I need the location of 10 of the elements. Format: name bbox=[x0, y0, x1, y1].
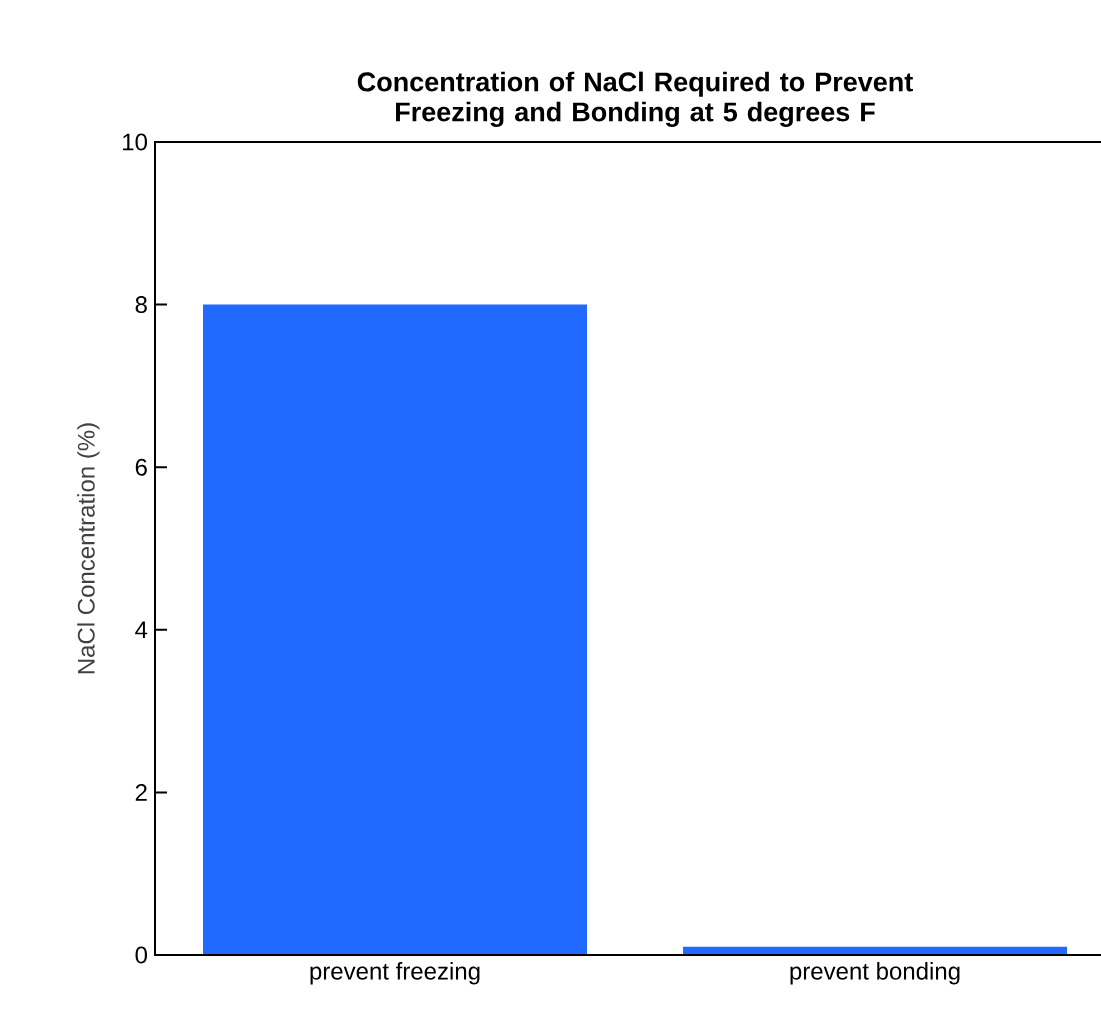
y-tick-label: 4 bbox=[135, 621, 148, 639]
y-tick-label: 2 bbox=[135, 784, 147, 801]
y-axis-title: NaCl Concentration (%) bbox=[77, 423, 100, 674]
x-tick-label: prevent freezing bbox=[310, 962, 480, 985]
y-tick-label: 10 bbox=[123, 133, 148, 151]
y-tick-label: 8 bbox=[135, 296, 147, 314]
x-tick-label: prevent bonding bbox=[790, 962, 960, 985]
y-tick-label: 6 bbox=[135, 458, 147, 476]
y-tick-label: 0 bbox=[135, 946, 148, 964]
chart-title: Concentration of NaCl Required to Prevent Freezing and Bonding at 5 degrees F bbox=[357, 71, 913, 127]
